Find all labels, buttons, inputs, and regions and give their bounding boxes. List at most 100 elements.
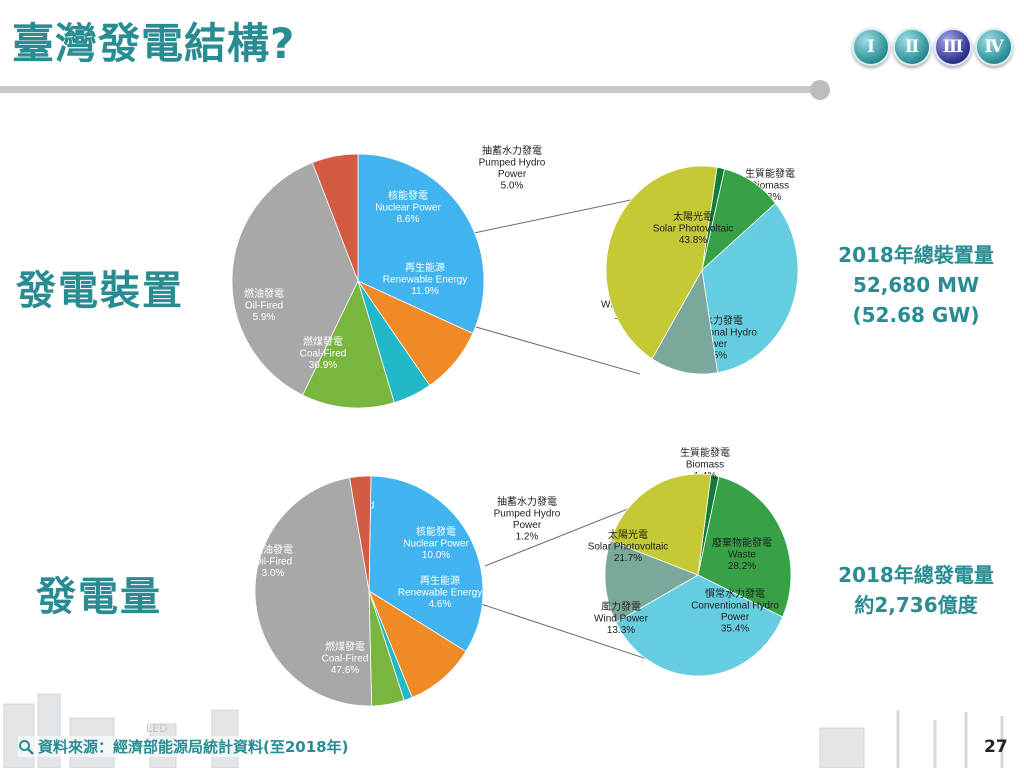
slice-label-line: 28.2% [728,561,756,572]
slice-label-line: Oil-Fired [245,301,283,312]
pie-slice [615,574,784,677]
slice-label-line: Oil-Fired [254,557,292,568]
slice-label: 風力發電 Wind Power 13.3% [594,600,649,636]
watermark-text: LED [146,722,168,735]
slice-label-line: 燃油發電 [244,287,284,300]
slice-label-line: 13.3% [607,625,635,636]
slice-label-line: Power [498,169,527,180]
pie-chart: 生質能發電Biomass1.4%廢棄物能發電Waste28.2%慣常水力發電Co… [588,446,792,677]
capacity-summary-line: 2018年總裝置量 [838,243,994,267]
slice-label-line: 太陽光電 [608,528,648,541]
pie-slice [302,279,395,409]
slice-label-line: Biomass [686,460,724,471]
pie-slice [701,202,799,374]
slice-label-line: Renewable Energy [383,275,468,286]
slice-label-line: Nuclear Power [375,203,441,214]
slice-label-line: 43.8% [679,235,707,246]
generation-summary-line: 約2,736億度 [854,593,978,617]
source-text: 資料來源：經濟部能源局統計資料(至2018年) [38,738,349,756]
capacity-summary-line: (52.68 GW) [852,303,980,327]
slice-label-line: Biomass [751,181,789,192]
slice-label: 燃煤發電 Coal-Fired 47.6% [322,640,369,676]
section-nav: Ⅰ Ⅱ Ⅲ Ⅳ [852,28,1013,66]
slice-label-line: 核能發電 [388,189,428,202]
slice-label-line: 再生能源 [420,574,460,587]
pie-slice [368,590,467,698]
slice-label: 核能發電 Nuclear Power 10.0% [403,525,469,561]
pie-slice [311,153,359,282]
slice-label-line: 47.6% [331,665,359,676]
page-title: 臺灣發電結構? [12,19,296,68]
slice-label: 太陽光電 Solar Photovoltaic 43.8% [653,210,734,246]
slice-label-line: 核能發電 [416,525,456,538]
pie-slice [610,473,712,576]
slice-label-line: 35.4% [721,624,749,635]
slice-label-line: Pumped Hydro [479,158,546,169]
generation-summary: 2018年總發電量 約2,736億度 [826,560,1006,620]
slice-label-line: 抽蓄水力發電 [497,495,557,508]
slice-label-line: 10.0% [422,550,450,561]
slice-label-line: 5.0% [501,181,524,192]
slice-label-line: 11.9% [411,286,439,297]
slice-label: 抽蓄水力發電 Pumped Hydro Power 5.0% [479,144,546,192]
connector-line [473,197,641,234]
pie-slice [254,477,373,707]
connector-line [480,603,651,661]
slice-label-line: 5.9% [253,312,276,323]
slice-label-line: 燃煤發電 [303,335,343,348]
capacity-summary-line: 52,680 MW [852,273,980,297]
slice-label-line: 生質能發電 [745,167,795,180]
footer-skyline-illustration [3,693,1004,768]
slice-label-line: Power [721,612,750,623]
slice-label-line: 3.0% [262,568,285,579]
generation-summary-line: 2018年總發電量 [838,563,994,587]
pie-slice [697,476,792,618]
slice-label-line: Conventional Hydro [669,328,757,339]
nav-button-3[interactable]: Ⅲ [934,28,972,66]
slice-label: 廢棄物能發電 Waste 28.2% [712,536,772,572]
slice-label: 再生能源 Renewable Energy 4.6% [398,574,483,610]
slice-label-line: Conventional Hydro [691,601,779,612]
slice-label-line: Coal-Fired [300,349,347,360]
slice-label-line: 燃煤發電 [325,640,365,653]
slice-label-line: Nuclear Power [403,539,469,550]
nav-button-4[interactable]: Ⅳ [975,28,1013,66]
title-underline-dot [810,80,830,100]
generation-section-label: 發電量 [36,574,162,620]
slice-label-line: 8.6% [397,214,420,225]
slice-label-line: Waste [728,550,756,561]
slice-label: 燃煤發電 Coal-Fired 36.9% [300,335,347,371]
pie-slice [357,153,485,334]
nav-button-2[interactable]: Ⅱ [893,28,931,66]
slice-label-line: 抽蓄水力發電 [482,144,542,157]
slice-label-line: 1.2% [516,532,539,543]
pie-slice [605,165,718,360]
title-underline [0,86,812,93]
slice-label-line: Solar Photovoltaic [653,224,734,235]
slice-label-line: 廢棄物能發電 [712,536,772,549]
slice-label: 核能發電 Nuclear Power 8.6% [375,189,441,225]
slice-label: 太陽光電 Solar Photovoltaic 21.7% [588,528,669,564]
slice-label-line: 4.6% [429,599,452,610]
slice-label-line: Solar Photovoltaic [588,542,669,553]
magnifier-icon [19,739,34,755]
slice-label-line: 風力發電 [601,600,641,613]
nav-button-1[interactable]: Ⅰ [852,28,890,66]
slice-label: 再生能源 Renewable Energy 11.9% [383,261,468,297]
page-number: 27 [984,737,1008,757]
pie-chart: 生質能發電Biomass1.3%廢棄物能發電Waste10.1%慣常水力發電Co… [601,165,799,375]
slice-label-line: Renewable Energy [398,588,483,599]
pie-slice [349,475,372,592]
slice-label-line: 慣常水力發電 [705,587,765,600]
slice-label-line: 36.9% [309,360,337,371]
slice-label-line: Power [513,520,542,531]
connector-line [475,326,641,375]
slice-label-line: Pumped Hydro [494,509,561,520]
slice-label-line: Wind Power [594,614,649,625]
slice-label-line: 太陽光電 [673,210,713,223]
slice-label-line: Coal-Fired [322,654,369,665]
slice-label: 慣常水力發電 Conventional Hydro Power 35.4% [691,587,779,635]
